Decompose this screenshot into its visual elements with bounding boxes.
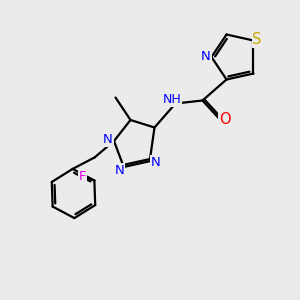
Text: NH: NH <box>163 93 181 106</box>
Text: N: N <box>151 156 161 169</box>
Text: N: N <box>103 133 113 146</box>
Text: N: N <box>115 164 124 177</box>
Text: F: F <box>79 170 86 183</box>
Text: O: O <box>219 112 231 128</box>
Text: S: S <box>252 32 262 47</box>
Text: N: N <box>201 50 211 63</box>
